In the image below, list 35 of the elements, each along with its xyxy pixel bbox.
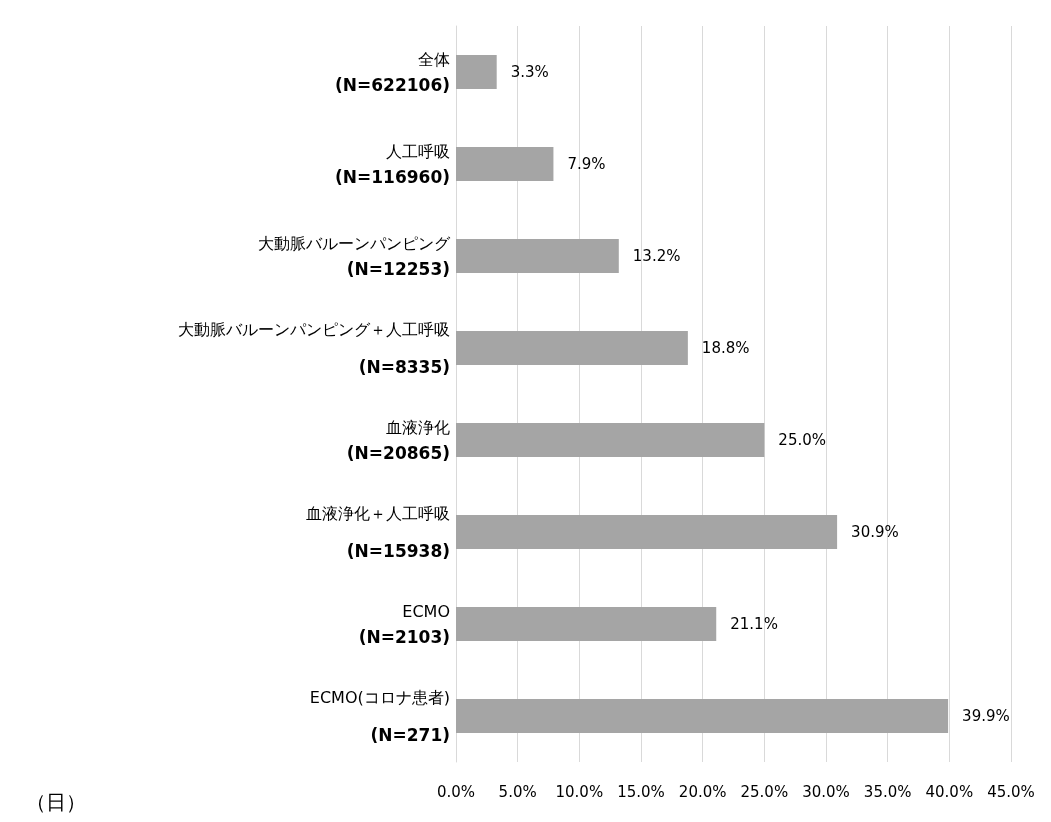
y-tick-label: 人工呼吸 (N=116960) bbox=[335, 141, 450, 187]
y-tick-label: 血液浄化＋人工呼吸 (N=15938) bbox=[306, 503, 450, 561]
bar bbox=[456, 515, 838, 549]
bar bbox=[456, 55, 497, 89]
x-tick-label: 5.0% bbox=[498, 782, 537, 801]
y-tick-label: 全体 (N=622106) bbox=[335, 49, 450, 95]
y-tick-label: ECMO(コロナ患者) (N=271) bbox=[309, 687, 450, 745]
bar bbox=[456, 147, 554, 181]
y-tick-label: 大動脈バルーンパンピング (N=12253) bbox=[258, 233, 451, 279]
x-tick-label: 45.0% bbox=[987, 782, 1035, 801]
x-tick-label: 30.0% bbox=[802, 782, 850, 801]
data-label: 30.9% bbox=[851, 523, 899, 541]
x-tick-label: 10.0% bbox=[555, 782, 604, 801]
data-label: 18.8% bbox=[701, 339, 750, 357]
data-label: 7.9% bbox=[567, 155, 606, 173]
data-label: 25.0% bbox=[778, 431, 826, 449]
data-label: 39.9% bbox=[962, 707, 1010, 725]
data-label: 3.3% bbox=[510, 63, 549, 81]
bar bbox=[456, 331, 688, 365]
bar bbox=[456, 607, 717, 641]
x-tick-label: 25.0% bbox=[740, 782, 789, 801]
x-tick-label: 15.0% bbox=[617, 782, 665, 801]
text: （日） bbox=[26, 790, 86, 814]
bar bbox=[456, 239, 619, 273]
data-label: 13.2% bbox=[632, 247, 681, 265]
bar bbox=[456, 423, 765, 457]
x-tick-label: 20.0% bbox=[678, 782, 727, 801]
x-tick-label: 40.0% bbox=[925, 782, 974, 801]
x-tick-label: 0.0% bbox=[436, 782, 476, 801]
y-tick-label: 血液浄化 (N=20865) bbox=[346, 417, 450, 463]
data-label: 21.1% bbox=[730, 615, 778, 633]
y-tick-label: 大動脈バルーンパンピング＋人工呼吸 (N=8335) bbox=[178, 319, 450, 377]
x-tick-label: 35.0% bbox=[863, 782, 912, 801]
y-tick-label: ECMO (N=2103) bbox=[358, 601, 450, 647]
bar bbox=[456, 699, 949, 733]
